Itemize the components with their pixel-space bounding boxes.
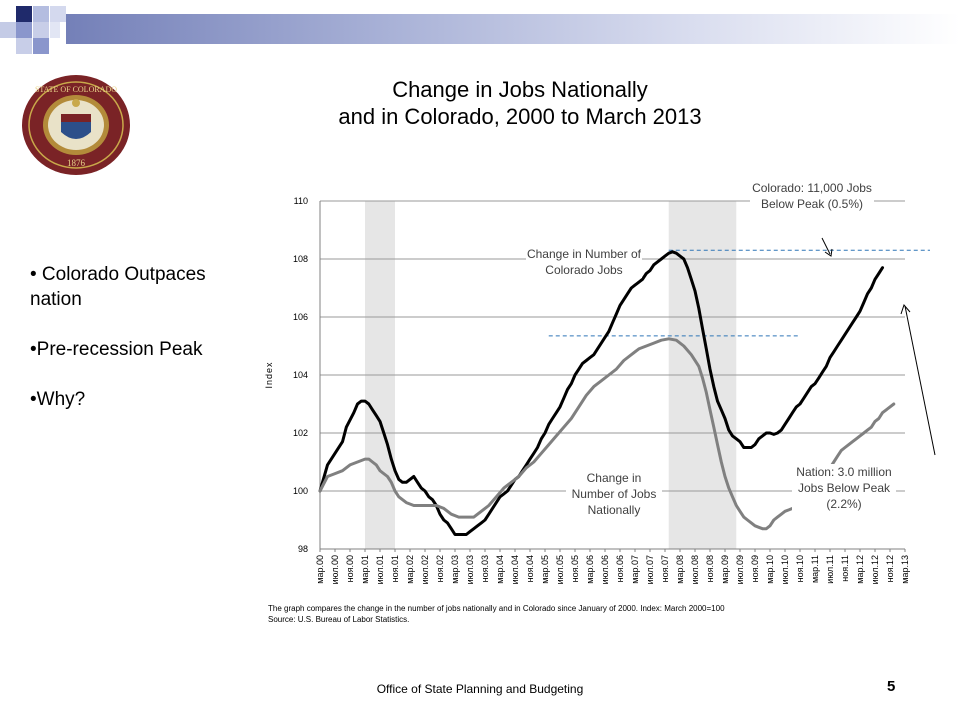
x-tick-label: мар.07 — [630, 555, 640, 584]
decor-square — [33, 38, 49, 54]
y-tick-label: 104 — [293, 370, 308, 380]
x-tick-label: ноя.10 — [795, 555, 805, 582]
colorado-seal-logo: STATE OF COLORADO 1876 — [22, 75, 130, 175]
x-tick-label: июл.11 — [825, 555, 835, 584]
y-axis-title: Index — [264, 361, 274, 388]
bullet-list: • Colorado Outpaces nation •Pre-recessio… — [30, 262, 220, 437]
x-tick-label: мар.13 — [900, 555, 910, 584]
x-tick-label: ноя.00 — [345, 555, 355, 582]
colorado-line-label-text: Change in Number of Colorado Jobs — [526, 247, 642, 277]
x-tick-label: мар.03 — [450, 555, 460, 584]
chart-note: The graph compares the change in the num… — [268, 603, 908, 625]
colorado-callout: Colorado: 11,000 Jobs Below Peak (0.5%) — [750, 180, 874, 212]
bullet-item: •Pre-recession Peak — [30, 339, 203, 360]
y-tick-label: 100 — [293, 486, 308, 496]
bullet-item: • Colorado Outpaces nation — [30, 264, 206, 310]
colorado-callout-arrow — [821, 237, 831, 255]
x-tick-label: июл.12 — [870, 555, 880, 584]
x-tick-label: июл.01 — [375, 555, 385, 584]
x-tick-label: мар.12 — [855, 555, 865, 584]
decor-square — [16, 22, 32, 38]
nation-line-label: Change in Number of Jobs Nationally — [566, 470, 662, 518]
x-tick-label: ноя.03 — [480, 555, 490, 582]
footer-text: Office of State Planning and Budgeting — [376, 682, 584, 696]
x-tick-label: ноя.06 — [615, 555, 625, 582]
svg-text:1876: 1876 — [67, 158, 86, 168]
x-tick-label: июл.03 — [465, 555, 475, 584]
x-tick-label: июл.06 — [600, 555, 610, 584]
page-number: 5 — [887, 678, 896, 695]
y-tick-label: 108 — [293, 254, 308, 264]
nation-line-label-text: Change in Number of Jobs Nationally — [571, 471, 657, 517]
nation-callout-arrowhead — [900, 304, 911, 315]
x-tick-label: июл.09 — [735, 555, 745, 584]
corner-decoration — [0, 0, 960, 60]
y-tick-label: 102 — [293, 428, 308, 438]
decor-square — [16, 38, 32, 54]
nation-callout-text: Nation: 3.0 million Jobs Below Peak (2.2… — [796, 465, 892, 511]
title-line-2: and in Colorado, 2000 to March 2013 — [338, 104, 702, 129]
x-tick-label: ноя.11 — [840, 555, 850, 582]
x-tick-label: мар.09 — [720, 555, 730, 584]
decor-square — [33, 6, 49, 22]
nation-callout: Nation: 3.0 million Jobs Below Peak (2.2… — [792, 464, 896, 512]
title-line-1: Change in Jobs Nationally — [392, 77, 648, 102]
header-gradient-band — [66, 14, 960, 44]
chart-note-text: The graph compares the change in the num… — [268, 604, 725, 613]
x-tick-label: июл.00 — [330, 555, 340, 584]
y-tick-label: 106 — [293, 312, 308, 322]
x-tick-label: ноя.08 — [705, 555, 715, 582]
series-line-colorado — [318, 250, 884, 536]
decor-square — [0, 22, 16, 38]
x-tick-label: ноя.01 — [390, 555, 400, 582]
x-tick-label: мар.01 — [360, 555, 370, 584]
x-tick-label: ноя.02 — [435, 555, 445, 582]
decor-square — [50, 6, 66, 22]
decor-square — [33, 22, 49, 38]
x-tick-label: ноя.05 — [570, 555, 580, 582]
x-tick-label: мар.11 — [810, 555, 820, 583]
x-tick-label: июл.02 — [420, 555, 430, 584]
x-tick-label: ноя.09 — [750, 555, 760, 582]
chart-source-text: Source: U.S. Bureau of Labor Statistics. — [268, 615, 410, 624]
bullet-item: •Why? — [30, 389, 86, 410]
x-tick-label: мар.10 — [765, 555, 775, 584]
x-tick-label: мар.02 — [405, 555, 415, 584]
x-tick-label: ноя.07 — [660, 555, 670, 582]
y-tick-label: 98 — [298, 544, 308, 554]
x-tick-label: ноя.12 — [885, 555, 895, 582]
colorado-line-label: Change in Number of Colorado Jobs — [526, 246, 642, 278]
colorado-callout-text: Colorado: 11,000 Jobs Below Peak (0.5%) — [752, 181, 872, 211]
svg-text:STATE OF COLORADO: STATE OF COLORADO — [35, 85, 117, 94]
x-tick-label: мар.08 — [675, 555, 685, 584]
colorado-callout-arrowhead — [824, 248, 833, 257]
x-tick-label: мар.06 — [585, 555, 595, 584]
x-tick-label: июл.10 — [780, 555, 790, 584]
decor-square — [16, 6, 32, 22]
x-tick-label: ноя.04 — [525, 555, 535, 582]
decor-square — [50, 22, 60, 38]
y-tick-label: 110 — [294, 196, 308, 206]
x-tick-label: июл.04 — [510, 555, 520, 584]
x-tick-label: мар.04 — [495, 555, 505, 584]
x-tick-label: июл.08 — [690, 555, 700, 584]
nation-callout-arrow — [904, 305, 936, 456]
x-tick-label: мар.00 — [315, 555, 325, 584]
x-tick-label: июл.05 — [555, 555, 565, 584]
x-tick-label: июл.07 — [645, 555, 655, 584]
x-tick-label: мар.05 — [540, 555, 550, 584]
slide-title: Change in Jobs Nationally and in Colorad… — [230, 76, 810, 130]
